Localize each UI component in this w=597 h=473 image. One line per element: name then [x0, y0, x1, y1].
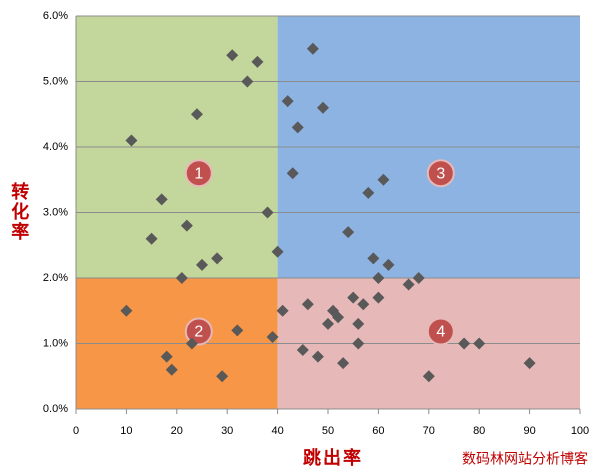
scatter-point [175, 272, 188, 284]
y-tick-label: 5.0% [43, 75, 68, 87]
scatter-point [180, 219, 193, 232]
scatter-point [125, 134, 138, 147]
scatter-point [286, 167, 299, 180]
quadrant-label: 4 [436, 324, 445, 341]
scatter-point [196, 258, 208, 271]
scatter-point [372, 291, 385, 304]
scatter-point [412, 272, 425, 284]
scatter-point [271, 245, 284, 258]
scatter-point [337, 357, 350, 370]
x-tick-label: 30 [221, 425, 233, 437]
x-tick-label: 50 [322, 425, 334, 437]
scatter-point [281, 95, 294, 108]
x-tick-label: 100 [571, 425, 589, 437]
scatter-point [241, 75, 254, 88]
watermark: 数码林网站分析博客 [462, 451, 588, 467]
x-tick-label: 80 [473, 425, 485, 437]
y-axis-label: 转化率 [9, 181, 29, 242]
quadrant-badge [426, 317, 455, 346]
x-tick-label: 90 [523, 425, 535, 437]
y-tick-label: 4.0% [43, 141, 68, 153]
scatter-point [211, 252, 224, 265]
quadrant-badge [184, 159, 213, 188]
y-tick-label: 3.0% [43, 206, 68, 218]
scatter-point [372, 272, 385, 284]
scatter-point [251, 55, 264, 68]
scatter-point [165, 363, 178, 376]
scatter-point [306, 42, 319, 55]
scatter-point [291, 121, 304, 134]
scatter-point [352, 317, 365, 330]
scatter-point [357, 298, 370, 311]
scatter-point [145, 232, 158, 245]
scatter-point [458, 337, 471, 350]
scatter-point [155, 193, 168, 206]
scatter-point [231, 324, 244, 337]
scatter-point [422, 370, 435, 383]
scatter-point [301, 298, 314, 311]
scatter-point [311, 350, 324, 363]
scatter-point [342, 226, 355, 239]
x-tick-label: 70 [423, 425, 435, 437]
scatter-point [185, 337, 198, 350]
scatter-point [226, 49, 239, 62]
scatter-point [473, 337, 486, 350]
scatter-point [216, 370, 229, 383]
scatter-point [332, 311, 345, 324]
y-tick-label: 1.0% [43, 337, 68, 349]
scatter-point [352, 337, 365, 350]
scatter-point [316, 101, 329, 114]
quadrant-label: 2 [194, 324, 203, 341]
scatter-point [190, 108, 203, 121]
x-tick-label: 10 [120, 425, 132, 437]
x-tick-label: 20 [171, 425, 183, 437]
scatter-point [382, 258, 395, 271]
x-tick-label: 60 [372, 425, 384, 437]
y-tick-label: 2.0% [43, 272, 68, 284]
scatter-point [347, 291, 360, 304]
quadrant-label: 3 [436, 165, 445, 182]
y-tick-label: 0.0% [43, 403, 68, 415]
x-tick-label: 40 [271, 425, 283, 437]
scatter-point [367, 252, 380, 265]
scatter-point [120, 304, 133, 317]
quadrant-label: 1 [194, 165, 203, 182]
scatter-point [296, 344, 309, 357]
scatter-point [523, 357, 536, 370]
scatter-point [276, 304, 289, 317]
scatter-point [377, 173, 390, 186]
scatter-point [266, 330, 279, 343]
quadrant-badge [426, 159, 455, 188]
x-axis-label: 跳出率 [303, 447, 363, 468]
scatter-point [322, 317, 334, 330]
scatter-point [160, 350, 173, 363]
y-tick-label: 6.0% [43, 10, 68, 22]
scatter-point [261, 206, 274, 219]
x-tick-label: 0 [73, 425, 79, 437]
scatter-point [362, 186, 375, 199]
scatter-point [402, 278, 415, 291]
